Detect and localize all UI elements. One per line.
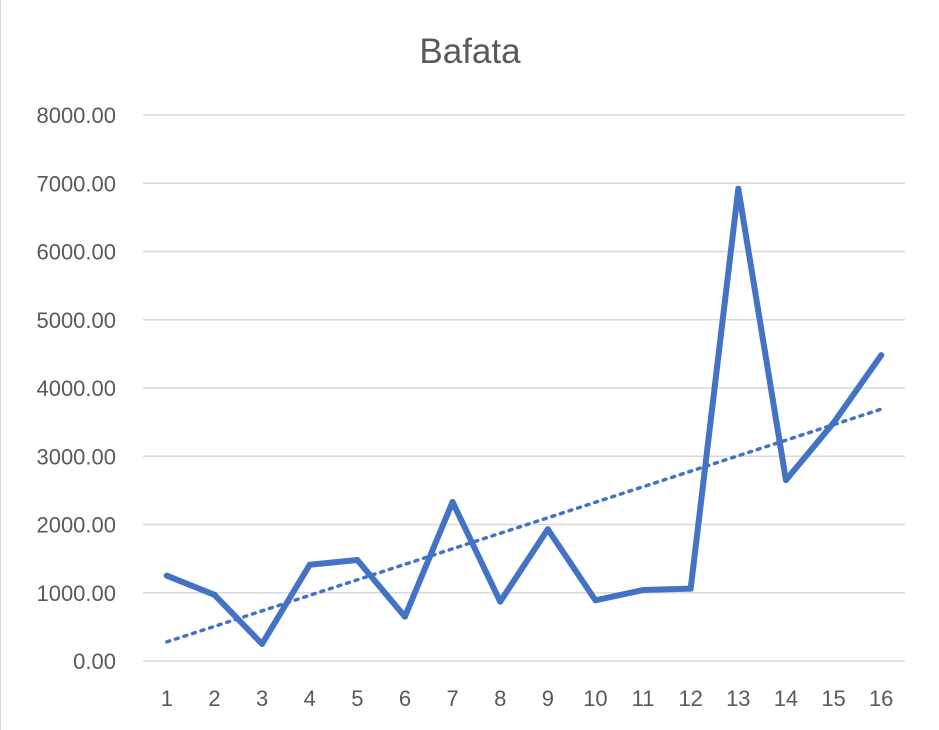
y-tick-label: 5000.00 [36,308,116,333]
x-tick-label: 10 [583,686,607,711]
data-point [497,598,504,605]
y-tick-label: 2000.00 [36,513,116,538]
y-axis-tick-labels: 0.00 1000.00 2000.00 3000.00 4000.00 5000.00 6… [36,103,116,674]
x-tick-label: 11 [632,686,655,711]
y-tick-label: 3000.00 [36,444,116,469]
data-point [640,587,647,594]
data-point [259,640,266,647]
gridlines [143,114,905,662]
data-point [782,477,789,484]
data-point [211,591,218,598]
y-tick-label: 4000.00 [36,376,116,401]
x-tick-label: 2 [208,686,220,711]
series-line [163,185,885,647]
data-point [306,561,313,568]
trendline [165,407,883,644]
x-tick-label: 13 [726,686,750,711]
data-point [735,185,742,192]
data-point [544,526,551,533]
x-tick-label: 8 [494,686,506,711]
x-tick-label: 16 [869,686,893,711]
x-tick-label: 15 [821,686,845,711]
x-tick-label: 14 [774,686,798,711]
y-tick-label: 6000.00 [36,240,116,265]
x-axis-tick-labels: 1 2 3 4 5 6 7 8 9 10 11 12 13 14 15 16 [161,686,894,711]
data-point [830,419,837,426]
x-tick-label: 5 [351,686,363,711]
data-point [687,585,694,592]
x-tick-label: 12 [678,686,702,711]
y-tick-label: 7000.00 [36,171,116,196]
data-point [163,572,170,579]
x-tick-label: 4 [304,686,316,711]
x-tick-label: 7 [446,686,458,711]
data-point [354,556,361,563]
data-point [592,597,599,604]
x-tick-label: 9 [542,686,554,711]
data-point [449,498,456,505]
y-tick-label: 8000.00 [36,103,116,128]
y-tick-label: 0.00 [73,649,116,674]
chart-title: Bafata [419,32,521,71]
trendline-layer [165,407,883,644]
data-point [401,613,408,620]
x-tick-label: 6 [399,686,411,711]
x-tick-label: 1 [161,686,173,711]
x-tick-label: 3 [256,686,268,711]
series-layer [163,185,885,647]
y-tick-label: 1000.00 [36,581,116,606]
data-point [878,352,885,359]
